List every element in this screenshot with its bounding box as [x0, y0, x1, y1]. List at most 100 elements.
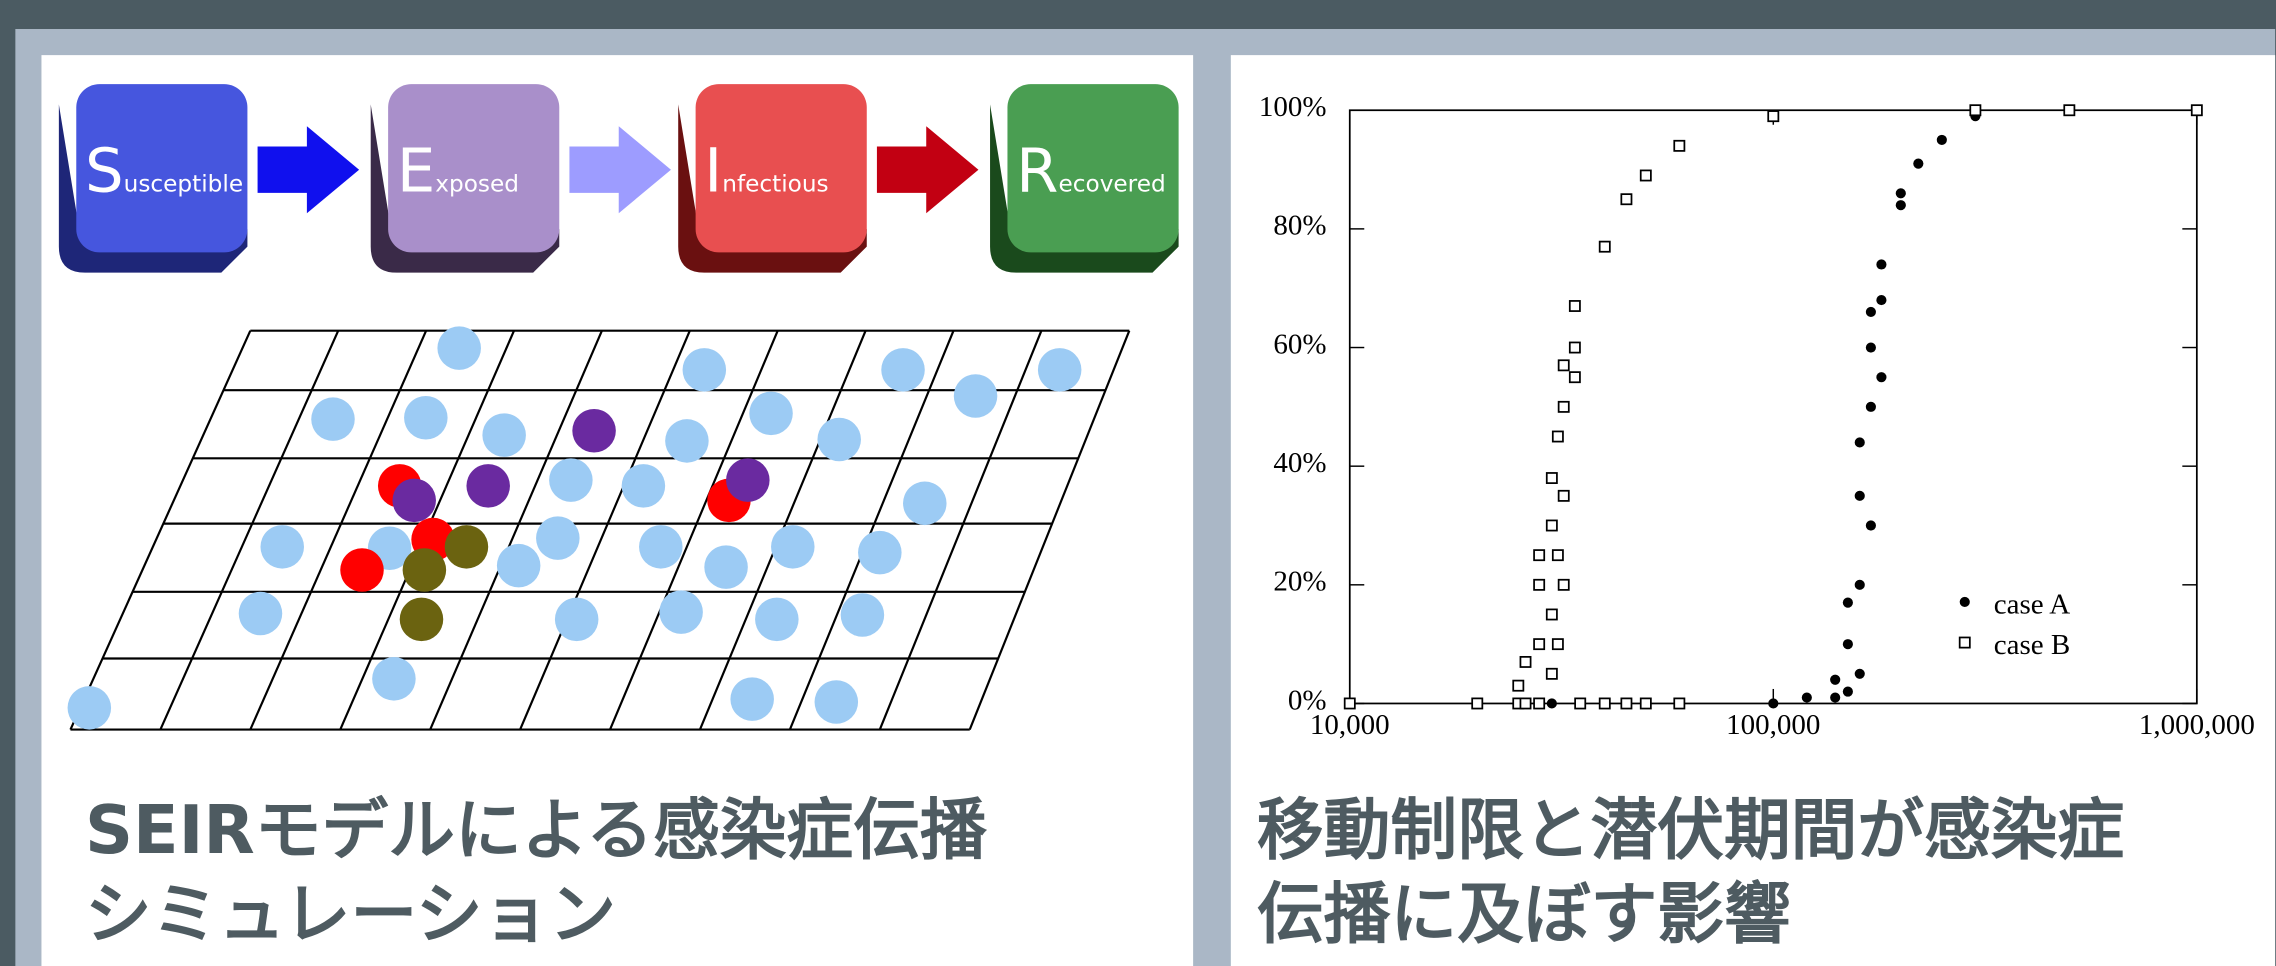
individual — [682, 348, 727, 392]
point — [1557, 359, 1570, 372]
point — [1512, 679, 1525, 692]
individual — [621, 464, 666, 508]
point — [1557, 578, 1570, 591]
lattice — [69, 329, 1131, 731]
individual — [572, 409, 616, 453]
individual — [372, 657, 416, 701]
point — [1767, 110, 1780, 123]
lattice-col — [249, 330, 428, 731]
stage-label: Susceptible — [85, 135, 243, 206]
stage-rest: nfectious — [722, 170, 828, 197]
point — [1865, 401, 1876, 412]
y-tick-label: 80% — [1273, 210, 1326, 242]
right-title: 伝播に及ぼす影響 — [1257, 875, 1791, 953]
stage-initial: S — [85, 135, 124, 206]
individual — [399, 597, 444, 642]
point — [1842, 686, 1853, 697]
point — [1471, 697, 1484, 710]
individual — [238, 591, 283, 636]
individual — [340, 548, 384, 592]
stage-arrow — [569, 126, 671, 214]
point — [1913, 158, 1924, 169]
point — [1533, 578, 1546, 591]
point — [1854, 579, 1865, 590]
legend-label: case A — [1994, 589, 2071, 621]
lattice-col — [429, 330, 603, 731]
individual — [840, 593, 885, 637]
individual — [392, 478, 436, 523]
point — [2063, 104, 2076, 117]
stage-initial: R — [1016, 135, 1058, 206]
stage-box — [695, 84, 867, 253]
individual — [665, 419, 709, 463]
individual — [311, 397, 355, 441]
point — [1545, 519, 1558, 532]
individual — [437, 326, 481, 370]
point — [1551, 549, 1564, 562]
point — [1568, 300, 1581, 312]
point — [1936, 134, 1947, 145]
point — [1865, 306, 1876, 318]
lattice-col — [159, 330, 340, 731]
stage-label: Infectious — [704, 135, 828, 206]
individual — [730, 677, 774, 721]
y-tick-label: 0% — [1288, 684, 1327, 716]
point — [1551, 430, 1564, 443]
point — [1768, 698, 1779, 709]
individual — [953, 374, 998, 418]
point — [1854, 490, 1865, 501]
point — [1639, 697, 1652, 710]
individual — [1037, 348, 1082, 392]
point — [1598, 240, 1611, 253]
point — [1865, 520, 1876, 531]
point — [1574, 697, 1587, 710]
point — [1533, 697, 1546, 710]
lattice-col — [519, 330, 691, 731]
point — [2190, 104, 2203, 117]
stage-arrow — [876, 126, 979, 214]
left-title: シミュレーション — [85, 875, 616, 953]
stage-rest: ecovered — [1058, 170, 1165, 197]
point — [1551, 638, 1564, 651]
individual — [814, 680, 859, 724]
individual — [549, 458, 593, 502]
stage-rest: usceptible — [124, 170, 243, 197]
point — [1545, 472, 1558, 484]
stage-label: Recovered — [1016, 135, 1166, 206]
point — [1830, 674, 1841, 685]
point — [1545, 667, 1558, 680]
point — [1865, 342, 1876, 353]
point — [1533, 549, 1546, 562]
point — [1519, 697, 1532, 710]
point — [1568, 341, 1581, 354]
point — [1801, 692, 1812, 703]
individual — [858, 530, 902, 575]
y-tick-label: 20% — [1273, 566, 1326, 598]
point — [1673, 139, 1686, 152]
stage-arrow — [257, 126, 360, 214]
point — [1854, 437, 1865, 448]
point — [1533, 638, 1546, 651]
individual — [817, 417, 861, 462]
lattice-col — [69, 330, 252, 731]
individual — [726, 458, 770, 502]
point — [1620, 697, 1633, 710]
individual — [466, 464, 510, 508]
stage-box — [1007, 84, 1179, 253]
individual — [755, 597, 799, 642]
stage-rest: xposed — [435, 170, 519, 197]
point — [1557, 400, 1570, 413]
stage-label: Exposed — [397, 135, 519, 206]
stage-box — [76, 84, 248, 253]
point — [1876, 372, 1887, 383]
point — [1895, 188, 1906, 199]
x-tick-label: 10,000 — [1310, 709, 1390, 741]
legend-marker — [1959, 596, 1970, 608]
individual — [260, 525, 304, 569]
point — [1557, 489, 1570, 502]
point — [1830, 692, 1841, 703]
point — [1842, 639, 1853, 650]
stage-initial: E — [397, 135, 435, 206]
